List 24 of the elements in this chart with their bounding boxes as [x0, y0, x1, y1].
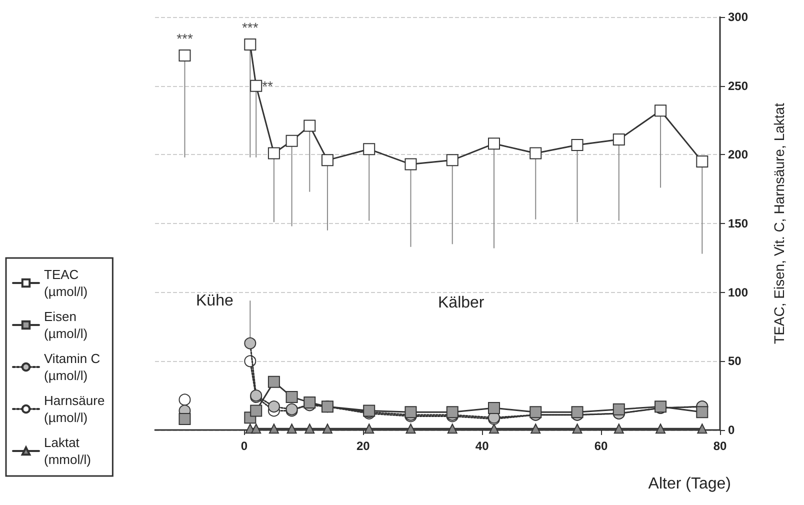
x-tick-label: 20 — [356, 439, 370, 453]
legend-label: Laktat (mmol/l) — [44, 435, 91, 467]
annotation: Kühe — [196, 292, 234, 310]
legend-label: Eisen (µmol/l) — [44, 309, 88, 341]
y-tick-label: 200 — [728, 148, 748, 162]
annotation: Kälber — [438, 294, 485, 312]
x-tick-label: 0 — [240, 439, 248, 453]
y-tick-label: 300 — [728, 10, 748, 24]
y-tick-label: 50 — [728, 354, 742, 368]
y-tick-label: 100 — [728, 285, 748, 300]
legend-label: Vitamin C (µmol/l) — [44, 351, 100, 383]
annotation: *** — [176, 30, 194, 47]
y-tick-label: 0 — [728, 423, 735, 437]
legend-label: Harnsäure (µmol/l) — [44, 393, 105, 425]
y-tick-label: 250 — [728, 78, 748, 93]
x-tick-label: 60 — [594, 439, 608, 453]
annotation: *** — [242, 20, 259, 36]
legend-label: TEAC (µmol/l) — [44, 267, 88, 299]
y-axis-title: TEAC, Eisen, Vit. C, Harnsäure, Laktat — [771, 102, 787, 344]
x-tick-label: 80 — [713, 439, 727, 453]
y-tick-label: 150 — [728, 216, 748, 230]
x-tick-label: 40 — [475, 439, 490, 453]
x-axis-title: Alter (Tage) — [648, 476, 732, 492]
annotation: ** — [262, 78, 274, 94]
